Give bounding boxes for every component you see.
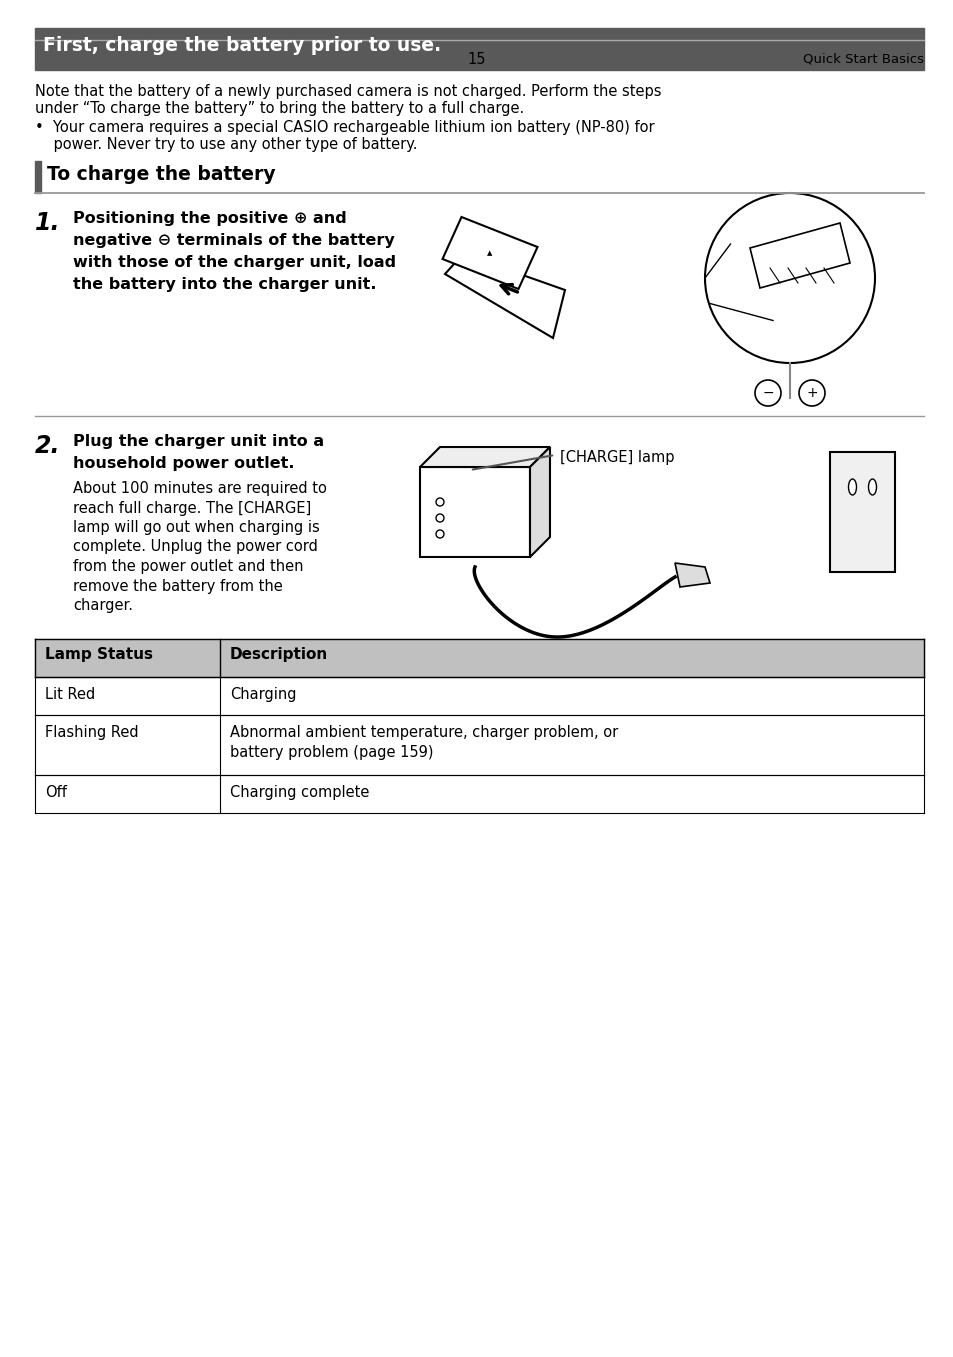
Text: remove the battery from the: remove the battery from the — [73, 578, 282, 593]
Ellipse shape — [847, 479, 856, 495]
Text: Positioning the positive ⊕ and: Positioning the positive ⊕ and — [73, 210, 346, 227]
Bar — [419, 467, 530, 556]
Circle shape — [436, 514, 443, 522]
Text: ▲: ▲ — [487, 250, 492, 256]
Text: Quick Start Basics: Quick Start Basics — [802, 52, 923, 65]
Bar — [35, 639, 923, 677]
Text: Flashing Red: Flashing Red — [45, 725, 138, 740]
Bar — [829, 452, 894, 573]
Text: lamp will go out when charging is: lamp will go out when charging is — [73, 520, 319, 535]
Text: 1.: 1. — [35, 210, 60, 235]
Polygon shape — [419, 446, 550, 467]
Ellipse shape — [867, 479, 876, 495]
Polygon shape — [675, 563, 709, 588]
Text: Plug the charger unit into a: Plug the charger unit into a — [73, 434, 324, 449]
Polygon shape — [442, 217, 537, 289]
Text: First, charge the battery prior to use.: First, charge the battery prior to use. — [43, 37, 440, 56]
Text: battery problem (page 159): battery problem (page 159) — [230, 745, 433, 760]
Circle shape — [704, 193, 874, 364]
Circle shape — [754, 380, 781, 406]
Text: Charging: Charging — [230, 687, 296, 702]
Text: −: − — [761, 385, 773, 400]
Text: 2.: 2. — [35, 434, 60, 459]
Text: charger.: charger. — [73, 598, 132, 613]
Circle shape — [436, 498, 443, 506]
Text: +: + — [805, 385, 817, 400]
Text: with those of the charger unit, load: with those of the charger unit, load — [73, 255, 395, 270]
Text: Lamp Status: Lamp Status — [45, 647, 152, 662]
Text: Off: Off — [45, 784, 67, 801]
Bar — [35, 775, 923, 813]
Text: [CHARGE] lamp: [CHARGE] lamp — [559, 451, 674, 465]
Circle shape — [799, 380, 824, 406]
Polygon shape — [444, 254, 564, 338]
Text: household power outlet.: household power outlet. — [73, 456, 294, 471]
Text: •  Your camera requires a special CASIO rechargeable lithium ion battery (NP-80): • Your camera requires a special CASIO r… — [35, 119, 654, 134]
Text: About 100 minutes are required to: About 100 minutes are required to — [73, 480, 327, 497]
Polygon shape — [530, 446, 550, 556]
Bar — [35, 677, 923, 715]
Bar — [35, 715, 923, 775]
Text: To charge the battery: To charge the battery — [47, 166, 275, 185]
Bar — [35, 28, 923, 71]
Text: the battery into the charger unit.: the battery into the charger unit. — [73, 277, 376, 292]
Text: from the power outlet and then: from the power outlet and then — [73, 559, 303, 574]
Text: Abnormal ambient temperature, charger problem, or: Abnormal ambient temperature, charger pr… — [230, 725, 618, 740]
Text: 15: 15 — [467, 52, 486, 66]
Text: Charging complete: Charging complete — [230, 784, 369, 801]
Text: Note that the battery of a newly purchased camera is not charged. Perform the st: Note that the battery of a newly purchas… — [35, 84, 660, 99]
Text: Description: Description — [230, 647, 328, 662]
Text: under “To charge the battery” to bring the battery to a full charge.: under “To charge the battery” to bring t… — [35, 100, 524, 115]
Text: negative ⊖ terminals of the battery: negative ⊖ terminals of the battery — [73, 233, 395, 248]
Text: reach full charge. The [CHARGE]: reach full charge. The [CHARGE] — [73, 501, 311, 516]
Text: power. Never try to use any other type of battery.: power. Never try to use any other type o… — [35, 137, 417, 152]
Text: complete. Unplug the power cord: complete. Unplug the power cord — [73, 540, 317, 555]
Circle shape — [436, 531, 443, 537]
Bar — [35, 161, 41, 193]
Text: Lit Red: Lit Red — [45, 687, 95, 702]
